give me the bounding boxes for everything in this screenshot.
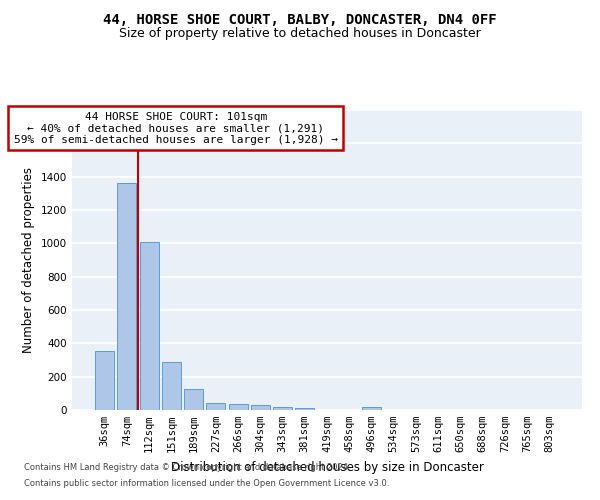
Bar [184,389,203,410]
Bar [162,362,181,410]
Bar [295,408,314,410]
Text: 44 HORSE SHOE COURT: 101sqm
← 40% of detached houses are smaller (1,291)
59% of : 44 HORSE SHOE COURT: 101sqm ← 40% of det… [14,112,338,145]
Bar [362,407,381,410]
Bar [95,351,114,410]
Text: 44, HORSE SHOE COURT, BALBY, DONCASTER, DN4 0FF: 44, HORSE SHOE COURT, BALBY, DONCASTER, … [103,12,497,26]
Text: Contains public sector information licensed under the Open Government Licence v3: Contains public sector information licen… [24,478,389,488]
Text: Size of property relative to detached houses in Doncaster: Size of property relative to detached ho… [119,28,481,40]
Bar [118,184,136,410]
X-axis label: Distribution of detached houses by size in Doncaster: Distribution of detached houses by size … [170,460,484,473]
Bar [206,403,225,410]
Bar [251,406,270,410]
Bar [273,406,292,410]
Bar [229,404,248,410]
Y-axis label: Number of detached properties: Number of detached properties [22,167,35,353]
Bar [140,242,158,410]
Text: Contains HM Land Registry data © Crown copyright and database right 2024.: Contains HM Land Registry data © Crown c… [24,464,350,472]
